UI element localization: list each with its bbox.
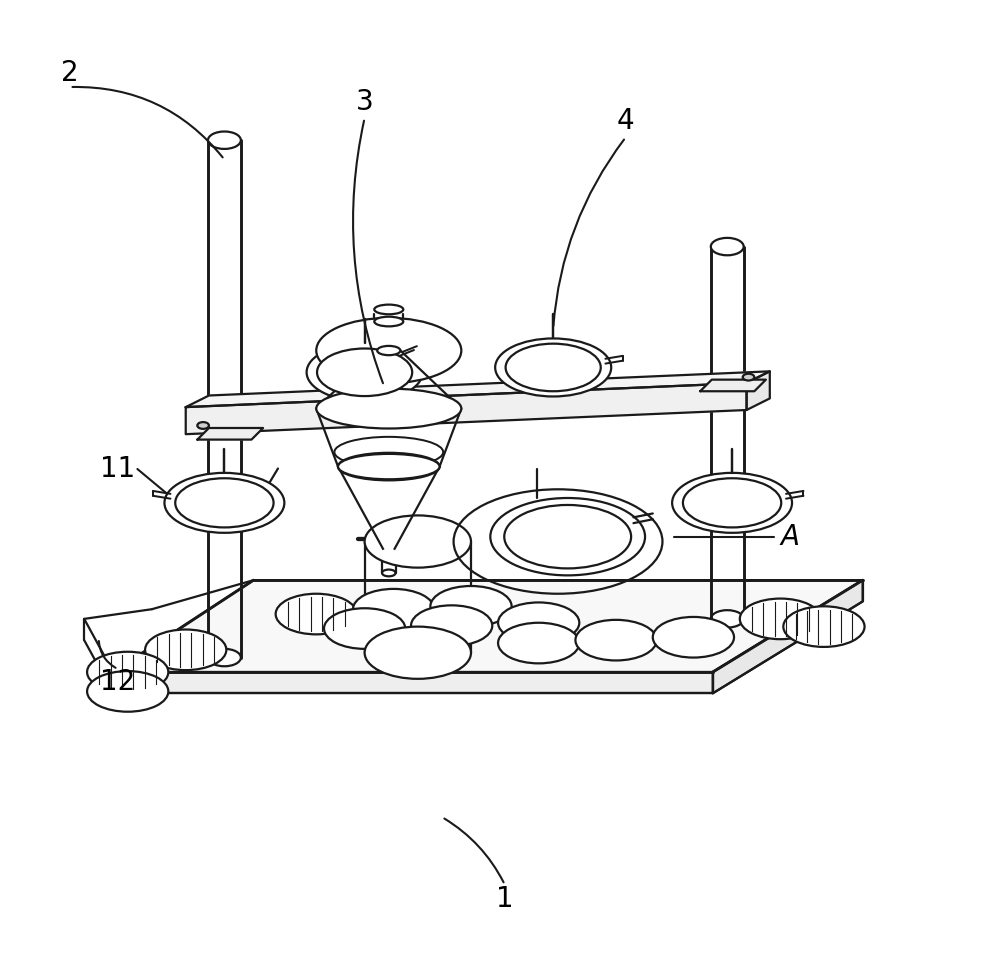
Ellipse shape	[504, 505, 631, 569]
Polygon shape	[186, 383, 747, 434]
Ellipse shape	[175, 479, 274, 527]
Ellipse shape	[683, 479, 781, 527]
Ellipse shape	[495, 338, 611, 396]
Ellipse shape	[377, 346, 400, 355]
Ellipse shape	[353, 589, 434, 630]
Polygon shape	[713, 580, 863, 693]
Ellipse shape	[653, 617, 734, 658]
Ellipse shape	[208, 132, 241, 149]
Ellipse shape	[197, 423, 209, 429]
Ellipse shape	[711, 610, 744, 628]
Ellipse shape	[276, 594, 357, 634]
Ellipse shape	[374, 316, 403, 327]
Ellipse shape	[490, 498, 645, 575]
Ellipse shape	[317, 348, 412, 396]
Ellipse shape	[338, 454, 440, 480]
Polygon shape	[113, 580, 863, 672]
Ellipse shape	[783, 606, 865, 647]
Text: 1: 1	[496, 886, 514, 913]
Ellipse shape	[316, 389, 461, 428]
Ellipse shape	[316, 318, 461, 383]
Polygon shape	[747, 371, 770, 410]
Ellipse shape	[338, 453, 440, 481]
Text: 3: 3	[356, 88, 373, 115]
Ellipse shape	[711, 238, 744, 255]
Polygon shape	[197, 428, 263, 440]
Ellipse shape	[411, 605, 492, 646]
Ellipse shape	[164, 473, 284, 533]
Ellipse shape	[506, 343, 601, 392]
Ellipse shape	[208, 649, 241, 666]
Ellipse shape	[324, 608, 405, 649]
Ellipse shape	[498, 623, 579, 663]
Ellipse shape	[430, 586, 512, 627]
Text: 4: 4	[617, 107, 635, 134]
Text: 12: 12	[100, 668, 136, 695]
Polygon shape	[113, 672, 713, 693]
Ellipse shape	[740, 599, 821, 639]
Ellipse shape	[382, 570, 396, 576]
Ellipse shape	[87, 652, 168, 692]
Ellipse shape	[365, 627, 471, 679]
Ellipse shape	[374, 305, 403, 314]
Ellipse shape	[672, 473, 792, 533]
Ellipse shape	[575, 620, 657, 660]
Ellipse shape	[145, 630, 226, 670]
Text: 11: 11	[100, 455, 136, 483]
Text: A: A	[781, 523, 800, 550]
Polygon shape	[700, 380, 766, 392]
Text: 2: 2	[61, 59, 78, 86]
Ellipse shape	[743, 374, 754, 381]
Polygon shape	[186, 371, 770, 407]
Ellipse shape	[307, 343, 423, 401]
Ellipse shape	[365, 515, 471, 568]
Ellipse shape	[498, 602, 579, 643]
Ellipse shape	[87, 671, 168, 712]
